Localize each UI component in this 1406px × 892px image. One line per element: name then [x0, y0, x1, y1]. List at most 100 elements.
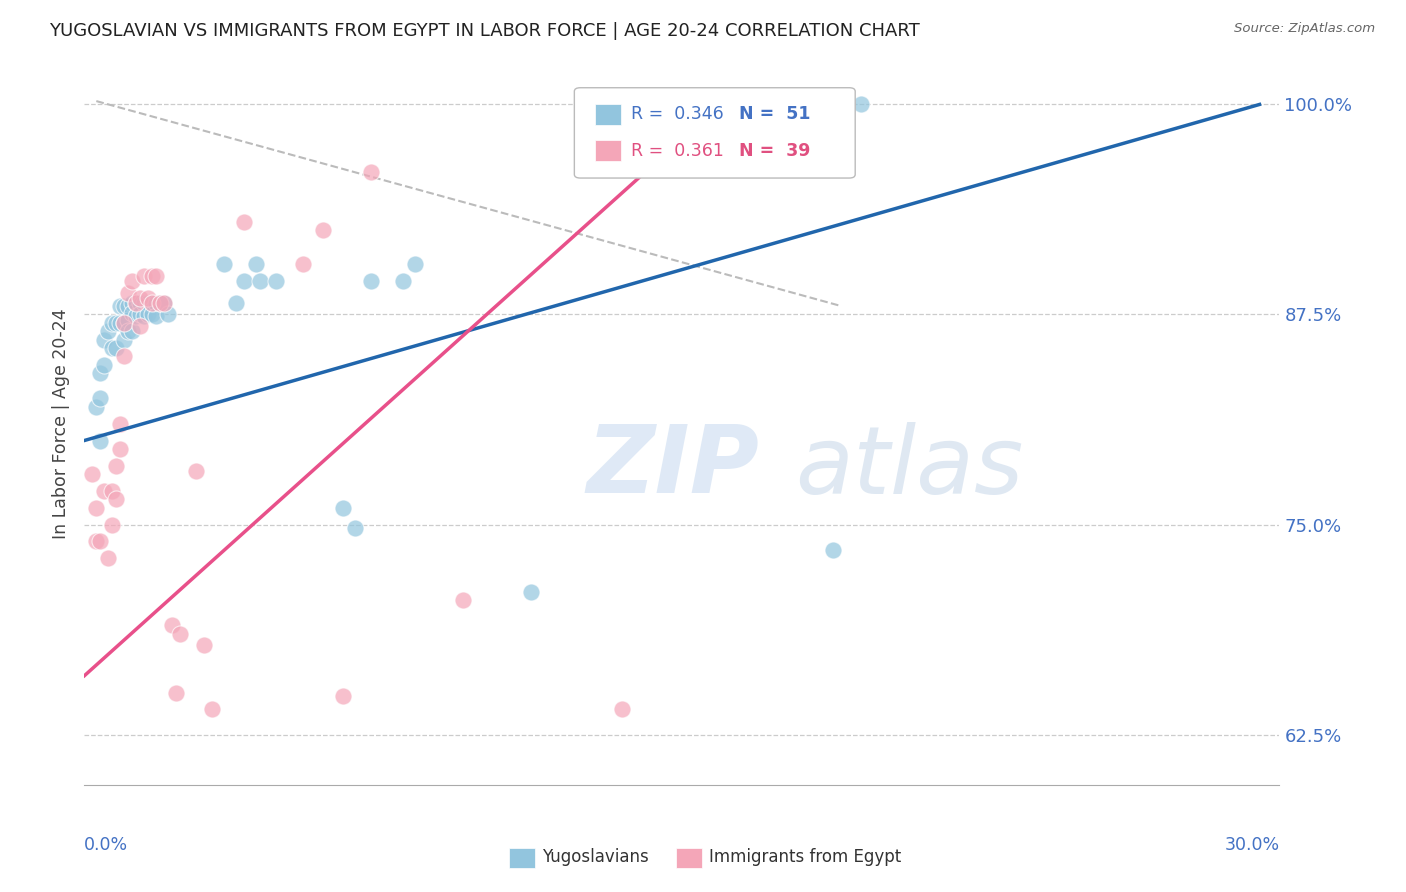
Point — [360, 274, 382, 288]
Point — [169, 626, 191, 640]
Point — [93, 483, 115, 498]
Point — [97, 551, 120, 566]
Point — [117, 299, 139, 313]
Point — [232, 215, 254, 229]
Point — [193, 639, 215, 653]
FancyBboxPatch shape — [509, 847, 534, 868]
Text: Yugoslavians: Yugoslavians — [543, 848, 648, 866]
Point — [612, 702, 634, 716]
Point — [110, 442, 132, 456]
Point — [145, 309, 167, 323]
Text: R =  0.361: R = 0.361 — [630, 142, 724, 160]
Point — [392, 274, 415, 288]
Point — [89, 392, 111, 406]
Point — [112, 350, 135, 364]
Point — [121, 295, 143, 310]
Point — [201, 702, 224, 716]
Point — [82, 467, 104, 482]
Point — [157, 308, 180, 322]
Point — [101, 341, 124, 355]
Text: N =  51: N = 51 — [740, 105, 811, 123]
Point — [86, 534, 108, 549]
Text: Immigrants from Egypt: Immigrants from Egypt — [710, 848, 901, 866]
Point — [149, 295, 172, 310]
Point — [136, 295, 159, 310]
Point — [332, 689, 354, 703]
Point — [105, 341, 128, 355]
Point — [225, 295, 247, 310]
Point — [132, 268, 156, 283]
Point — [125, 309, 148, 323]
Point — [112, 299, 135, 313]
Point — [129, 319, 152, 334]
Point — [101, 483, 124, 498]
Point — [121, 274, 143, 288]
Point — [249, 274, 271, 288]
Point — [117, 312, 139, 326]
Point — [105, 492, 128, 507]
Point — [93, 333, 115, 347]
Point — [136, 291, 159, 305]
FancyBboxPatch shape — [595, 140, 621, 161]
Point — [93, 358, 115, 372]
Text: 0.0%: 0.0% — [84, 836, 128, 854]
Point — [86, 400, 108, 414]
FancyBboxPatch shape — [676, 847, 702, 868]
Point — [404, 257, 426, 271]
Point — [519, 584, 541, 599]
Point — [117, 324, 139, 338]
Point — [132, 295, 156, 310]
Point — [117, 285, 139, 300]
Text: N =  39: N = 39 — [740, 142, 811, 160]
Point — [141, 308, 163, 322]
Text: ZIP: ZIP — [586, 421, 759, 513]
Point — [212, 257, 235, 271]
Point — [245, 257, 267, 271]
Point — [232, 274, 254, 288]
Point — [105, 458, 128, 473]
Point — [165, 685, 187, 699]
Point — [129, 291, 152, 305]
Point — [101, 316, 124, 330]
FancyBboxPatch shape — [595, 103, 621, 125]
Point — [851, 97, 873, 112]
Point — [823, 542, 845, 557]
Point — [110, 316, 132, 330]
Text: Source: ZipAtlas.com: Source: ZipAtlas.com — [1234, 22, 1375, 36]
Point — [97, 324, 120, 338]
Point — [312, 223, 335, 237]
Point — [129, 295, 152, 310]
Point — [89, 366, 111, 380]
FancyBboxPatch shape — [575, 87, 855, 178]
Point — [125, 295, 148, 310]
Point — [153, 295, 176, 310]
Text: R =  0.346: R = 0.346 — [630, 105, 723, 123]
Point — [112, 316, 135, 330]
Point — [101, 517, 124, 532]
Point — [292, 257, 315, 271]
Point — [136, 308, 159, 322]
Point — [332, 500, 354, 515]
Point — [112, 316, 135, 330]
Point — [344, 521, 367, 535]
Point — [149, 295, 172, 310]
Y-axis label: In Labor Force | Age 20-24: In Labor Force | Age 20-24 — [52, 309, 70, 539]
Point — [132, 309, 156, 323]
Point — [153, 295, 176, 310]
Point — [121, 306, 143, 320]
Point — [121, 324, 143, 338]
Point — [129, 308, 152, 322]
Point — [264, 274, 287, 288]
Point — [145, 295, 167, 310]
Point — [110, 417, 132, 431]
Point — [112, 333, 135, 347]
Point — [145, 268, 167, 283]
Point — [141, 295, 163, 310]
Point — [451, 593, 474, 607]
Point — [105, 316, 128, 330]
Point — [141, 268, 163, 283]
Point — [86, 500, 108, 515]
Text: YUGOSLAVIAN VS IMMIGRANTS FROM EGYPT IN LABOR FORCE | AGE 20-24 CORRELATION CHAR: YUGOSLAVIAN VS IMMIGRANTS FROM EGYPT IN … — [49, 22, 920, 40]
Point — [360, 164, 382, 178]
Point — [184, 464, 207, 478]
